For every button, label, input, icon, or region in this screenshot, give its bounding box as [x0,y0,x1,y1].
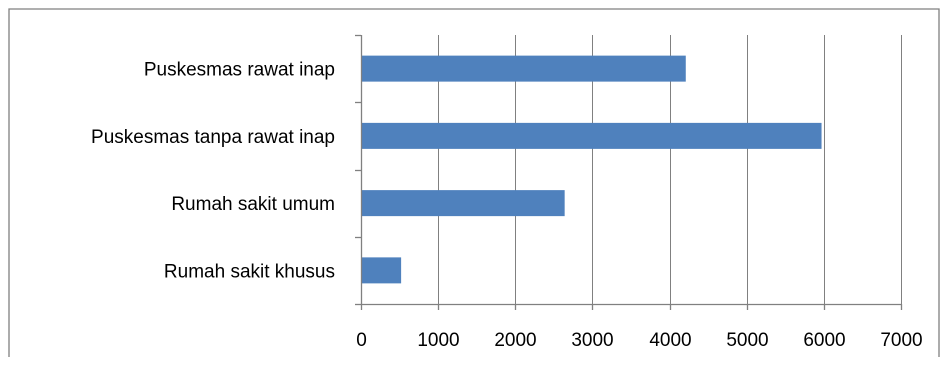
bar-1 [362,122,822,149]
x-tick-label-2000: 2000 [494,330,536,351]
x-tick-label-3000: 3000 [571,330,613,351]
chart-border [8,8,940,357]
x-tick-label-4000: 4000 [649,330,691,351]
x-tick-label-5000: 5000 [726,330,768,351]
x-tick-label-0: 0 [356,330,367,351]
bars [362,55,822,284]
bar-3 [362,257,402,284]
bar-0 [362,55,686,82]
x-tick-label-1000: 1000 [417,330,459,351]
x-tick-label-6000: 6000 [803,330,845,351]
x-tick-label-7000: 7000 [880,330,922,351]
category-label-1: Puskesmas tanpa rawat inap [91,127,335,148]
category-label-3: Rumah sakit khusus [164,261,335,282]
category-label-2: Rumah sakit umum [171,194,335,215]
category-label-0: Puskesmas rawat inap [144,60,335,81]
axes [355,34,903,310]
labels: 0 1000 2000 3000 4000 5000 6000 7000 Puskesmas r… [91,60,923,351]
bar-2 [362,190,565,217]
